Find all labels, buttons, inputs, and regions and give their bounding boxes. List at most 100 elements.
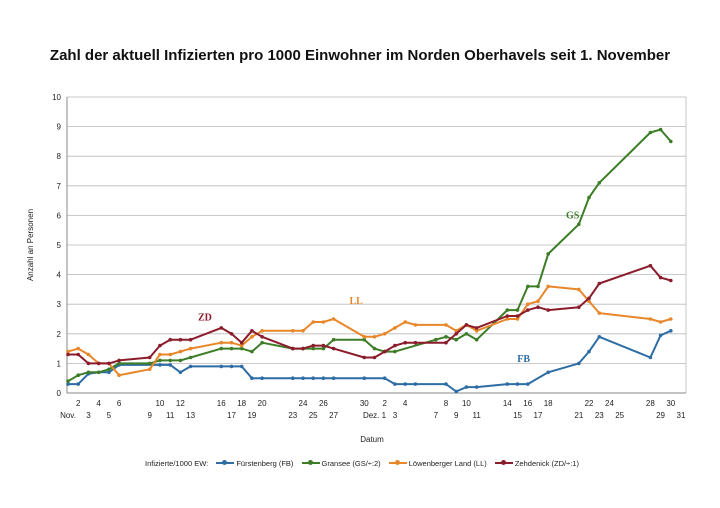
data-point-fb xyxy=(76,382,80,386)
series-gs xyxy=(66,127,673,384)
data-point-fb xyxy=(311,376,316,381)
x-tick-label-lower: 5 xyxy=(107,411,112,420)
data-point-fb xyxy=(546,370,550,375)
data-point-gs xyxy=(250,349,254,354)
data-point-fb xyxy=(505,382,510,386)
data-point-ll xyxy=(403,320,408,324)
data-point-zd xyxy=(321,343,326,348)
data-point-fb xyxy=(474,385,479,389)
data-point-ll xyxy=(260,329,264,333)
data-point-gs xyxy=(219,346,224,351)
data-point-fb xyxy=(597,335,602,339)
x-tick-label-lower: 29 xyxy=(656,411,665,420)
data-point-zd xyxy=(526,308,530,312)
data-point-zd xyxy=(474,326,479,330)
y-tick-label: 6 xyxy=(57,211,62,220)
x-tick-label-upper: 26 xyxy=(319,399,328,408)
data-point-gs xyxy=(464,332,469,336)
legend: Infizierte/1000 EW: Fürstenberg (FB) Gra… xyxy=(145,458,579,468)
x-tick-label-upper: 28 xyxy=(646,399,655,408)
data-point-gs xyxy=(239,346,244,351)
x-tick-label-lower: Nov. xyxy=(60,411,76,420)
data-point-ll xyxy=(372,335,377,339)
x-tick-label-upper: 4 xyxy=(96,399,101,408)
data-point-zd xyxy=(669,278,673,283)
x-tick-label-lower: 11 xyxy=(473,411,482,420)
data-point-zd xyxy=(219,326,224,330)
data-point-gs xyxy=(372,346,377,351)
x-tick-label-lower: 9 xyxy=(454,411,459,420)
data-point-fb xyxy=(577,361,581,366)
x-tick-label-upper: 18 xyxy=(237,399,246,408)
data-point-ll xyxy=(597,311,602,315)
y-tick-label: 8 xyxy=(57,152,62,161)
data-point-ll xyxy=(526,302,530,307)
data-point-ll xyxy=(311,320,316,324)
series xyxy=(66,127,673,394)
data-point-ll xyxy=(321,320,326,324)
data-point-fb xyxy=(178,370,183,375)
x-tick-label-upper: 10 xyxy=(462,399,471,408)
data-point-gs xyxy=(587,195,591,200)
data-point-gs xyxy=(168,358,172,363)
data-point-gs xyxy=(321,346,326,351)
x-tick-label-upper: 30 xyxy=(360,399,369,408)
data-point-zd xyxy=(444,340,448,345)
data-point-fb xyxy=(107,370,111,375)
data-point-gs xyxy=(260,340,264,345)
data-point-ll xyxy=(658,320,663,324)
data-point-gs xyxy=(505,308,510,312)
data-point-zd xyxy=(546,308,550,312)
data-point-ll xyxy=(444,323,448,327)
data-point-fb xyxy=(587,349,591,354)
data-point-zd xyxy=(158,343,162,348)
data-point-zd xyxy=(658,275,663,280)
data-point-fb xyxy=(526,382,530,386)
x-axis-label: Datum xyxy=(360,435,384,444)
data-point-zd xyxy=(229,332,234,336)
series-line-ll xyxy=(67,285,672,377)
data-point-gs xyxy=(474,337,479,342)
data-point-zd xyxy=(413,340,418,345)
data-point-gs xyxy=(444,335,448,339)
data-point-fb xyxy=(444,382,448,386)
data-point-zd xyxy=(505,314,510,318)
y-tick-label: 0 xyxy=(57,389,62,398)
data-point-zd xyxy=(577,305,581,310)
x-tick-label-upper: 18 xyxy=(544,399,553,408)
x-tick-label-lower: Dez. 1 xyxy=(363,411,387,420)
y-tick-label: 1 xyxy=(57,359,62,368)
data-point-fb xyxy=(403,382,408,386)
data-point-gs xyxy=(597,181,602,185)
x-tick-label-upper: 4 xyxy=(403,399,408,408)
x-tick-label-upper: 6 xyxy=(117,399,122,408)
data-point-zd xyxy=(250,329,254,333)
data-point-gs xyxy=(107,367,111,372)
x-tick-label-upper: 24 xyxy=(299,399,308,408)
y-tick-label: 4 xyxy=(57,271,62,280)
series-label-fb: FB xyxy=(517,354,530,365)
legend-title: Infizierte/1000 EW: xyxy=(145,458,209,468)
data-point-gs xyxy=(546,252,550,256)
data-point-ll xyxy=(301,329,305,333)
data-point-ll xyxy=(505,317,510,321)
data-point-ll xyxy=(291,329,295,333)
data-point-ll xyxy=(546,284,550,289)
x-tick-label-lower: 11 xyxy=(166,411,175,420)
data-point-zd xyxy=(86,361,91,366)
legend-item-fb: Fürstenberg (FB) xyxy=(216,458,293,468)
x-tick-label-upper: 20 xyxy=(258,399,267,408)
data-point-fb xyxy=(66,382,70,386)
data-point-ll xyxy=(147,367,152,372)
series-labels: FB GS LL ZD xyxy=(198,210,580,365)
x-tick-label-upper: 8 xyxy=(444,399,449,408)
x-tick-label-lower: 25 xyxy=(615,411,624,420)
data-point-zd xyxy=(403,340,408,345)
data-point-gs xyxy=(515,308,520,312)
x-tick-label-lower: 3 xyxy=(393,411,398,420)
legend-label-zd: Zehdenick (ZD/÷:1) xyxy=(514,458,579,468)
x-tick-label-upper: 22 xyxy=(585,399,594,408)
data-point-zd xyxy=(331,346,336,351)
y-tick-label: 5 xyxy=(57,241,62,250)
data-point-ll xyxy=(250,335,254,339)
